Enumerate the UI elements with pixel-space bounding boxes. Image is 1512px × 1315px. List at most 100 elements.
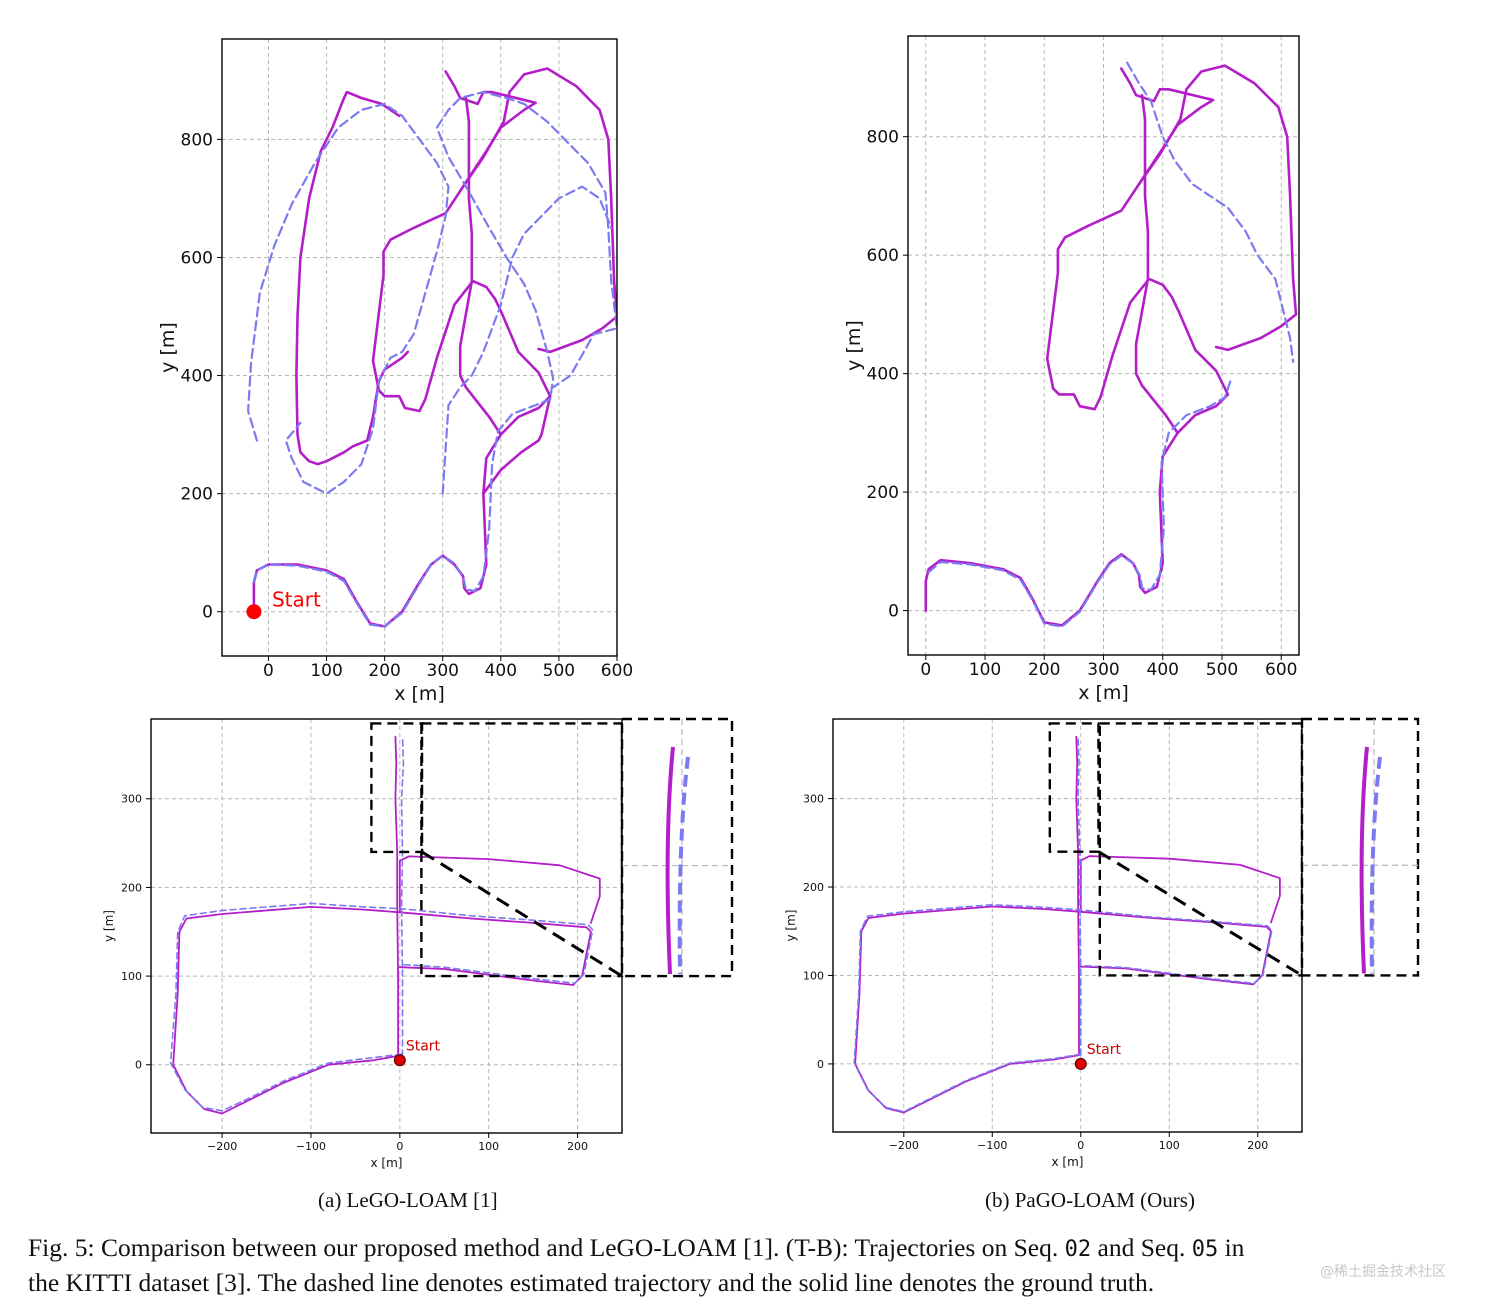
x-tick-label: −200 — [889, 1139, 919, 1152]
inset-estimate-line — [677, 756, 690, 975]
figure-caption-line2: the KITTI dataset [3]. The dashed line d… — [28, 1268, 1155, 1297]
x-axis-label: x [m] — [394, 683, 445, 705]
x-tick-label: 600 — [601, 661, 633, 681]
x-tick-label: 0 — [263, 661, 274, 681]
inset-estimate-line — [1369, 756, 1382, 974]
y-tick-label: 600 — [867, 246, 899, 266]
figure-caption-line1: Fig. 5: Comparison between our proposed … — [28, 1233, 1244, 1263]
x-tick-label: 300 — [1087, 660, 1119, 680]
x-tick-label: 0 — [396, 1140, 403, 1153]
y-tick-label: 800 — [867, 128, 899, 148]
trajectory-solid-line — [394, 735, 399, 1057]
y-tick-label: 200 — [181, 485, 213, 505]
series-group — [247, 67, 617, 628]
trajectory-dashed-line — [441, 185, 613, 495]
trajectory-solid-line — [295, 90, 410, 466]
trajectory-solid-line — [1079, 855, 1281, 924]
x-tick-label: −100 — [977, 1139, 1007, 1152]
zoom-link-box — [420, 722, 624, 978]
y-tick-label: 100 — [121, 970, 142, 983]
inset-ground-truth-line — [1359, 746, 1369, 974]
trajectory-solid-line — [854, 905, 1272, 1114]
series-group — [924, 61, 1298, 628]
trajectory-dashed-line — [1126, 61, 1295, 363]
trajectory-dashed-line — [853, 903, 1273, 1113]
y-tick-label: 800 — [181, 130, 213, 150]
trajectory-solid-line — [398, 855, 601, 924]
trajectory-solid-line — [252, 70, 552, 628]
zoom-box — [370, 722, 424, 854]
y-tick-label: 200 — [867, 483, 899, 503]
chart-seq02_pago: 0 100 200 300 400 500 600 0 200 400 600 800 x [m] y [… — [843, 35, 1300, 704]
x-tick-label: 400 — [1147, 660, 1179, 680]
caption-text: in — [1218, 1233, 1245, 1262]
inset-panel — [620, 717, 734, 978]
x-tick-label: 100 — [1159, 1139, 1180, 1152]
trajectory-solid-line — [461, 67, 617, 354]
zoom-connector — [421, 850, 623, 978]
x-tick-label: 200 — [567, 1140, 588, 1153]
x-tick-label: 200 — [1247, 1139, 1268, 1152]
trajectory-dashed-line — [247, 102, 450, 495]
subcaption-a: (a) LeGO-LOAM [1] — [318, 1188, 498, 1212]
start-marker — [1074, 1057, 1087, 1070]
y-tick-label: 0 — [202, 603, 213, 623]
watermark: @稀土掘金技术社区 — [1320, 1264, 1446, 1280]
y-tick-label: 400 — [867, 365, 899, 385]
trajectory-solid-line — [924, 67, 1230, 627]
x-axis-label: x [m] — [371, 1156, 403, 1170]
y-tick-label: 0 — [817, 1058, 824, 1071]
y-tick-label: 300 — [803, 792, 824, 805]
trajectory-solid-line — [458, 96, 503, 436]
y-axis-label: y [m] — [784, 910, 798, 942]
chart-seq05_pago: Start −200 −100 0 100 200 0 100 200 300 x [m] y [m] — [784, 717, 1420, 1169]
trajectory-solid-line — [172, 906, 592, 1115]
y-axis-label: y [m] — [843, 320, 865, 371]
series-group — [169, 735, 601, 1115]
start-label: Start — [272, 588, 321, 612]
y-tick-label: 100 — [803, 969, 824, 982]
y-axis-label: y [m] — [157, 322, 179, 373]
y-tick-label: 0 — [135, 1059, 142, 1072]
start-label: Start — [406, 1038, 441, 1054]
y-tick-label: 300 — [121, 793, 142, 806]
x-tick-label: 200 — [1028, 660, 1060, 680]
x-tick-label: 100 — [478, 1140, 499, 1153]
x-tick-label: 500 — [543, 661, 575, 681]
trajectory-dashed-line — [927, 378, 1232, 628]
x-tick-label: −200 — [207, 1140, 237, 1153]
axes-frame — [221, 38, 618, 657]
zoom-connector — [1097, 850, 1303, 977]
x-axis-label: x [m] — [1052, 1155, 1084, 1169]
inset-ground-truth-line — [665, 746, 675, 975]
y-tick-label: 400 — [181, 366, 213, 386]
seq-code: 02 — [1064, 1237, 1092, 1262]
y-tick-label: 200 — [803, 881, 824, 894]
x-tick-label: 500 — [1206, 660, 1238, 680]
subcaption-b: (b) PaGO-LOAM (Ours) — [985, 1188, 1195, 1212]
y-axis-label: y [m] — [102, 910, 116, 942]
trajectory-dashed-line — [400, 735, 405, 1057]
start-label: Start — [1087, 1042, 1122, 1058]
zoom-box — [1048, 722, 1100, 853]
x-tick-label: 600 — [1265, 660, 1297, 680]
y-tick-label: 600 — [181, 248, 213, 268]
trajectory-dashed-line — [252, 91, 617, 628]
chart-seq05_lego: Start −200 −100 0 100 200 0 100 200 300 x [m] y [m] — [102, 717, 734, 1170]
trajectory-solid-line — [1137, 64, 1298, 352]
zoom-link-box — [1098, 722, 1304, 977]
x-tick-label: 0 — [920, 660, 931, 680]
y-tick-label: 0 — [888, 602, 899, 622]
x-tick-label: 300 — [427, 661, 459, 681]
start-marker — [246, 604, 262, 620]
caption-text: and Seq. — [1091, 1233, 1186, 1262]
caption-text: Fig. 5: Comparison between our proposed … — [28, 1233, 1059, 1262]
x-tick-label: 200 — [368, 661, 400, 681]
start-marker — [393, 1054, 406, 1067]
chart-seq02_lego: Start 0 100 200 300 400 500 600 0 200 400 600 800 x [… — [157, 38, 633, 705]
axes-frame — [150, 718, 623, 1134]
x-tick-label: 0 — [1077, 1139, 1084, 1152]
axes-frame — [832, 718, 1303, 1133]
x-tick-label: 400 — [485, 661, 517, 681]
